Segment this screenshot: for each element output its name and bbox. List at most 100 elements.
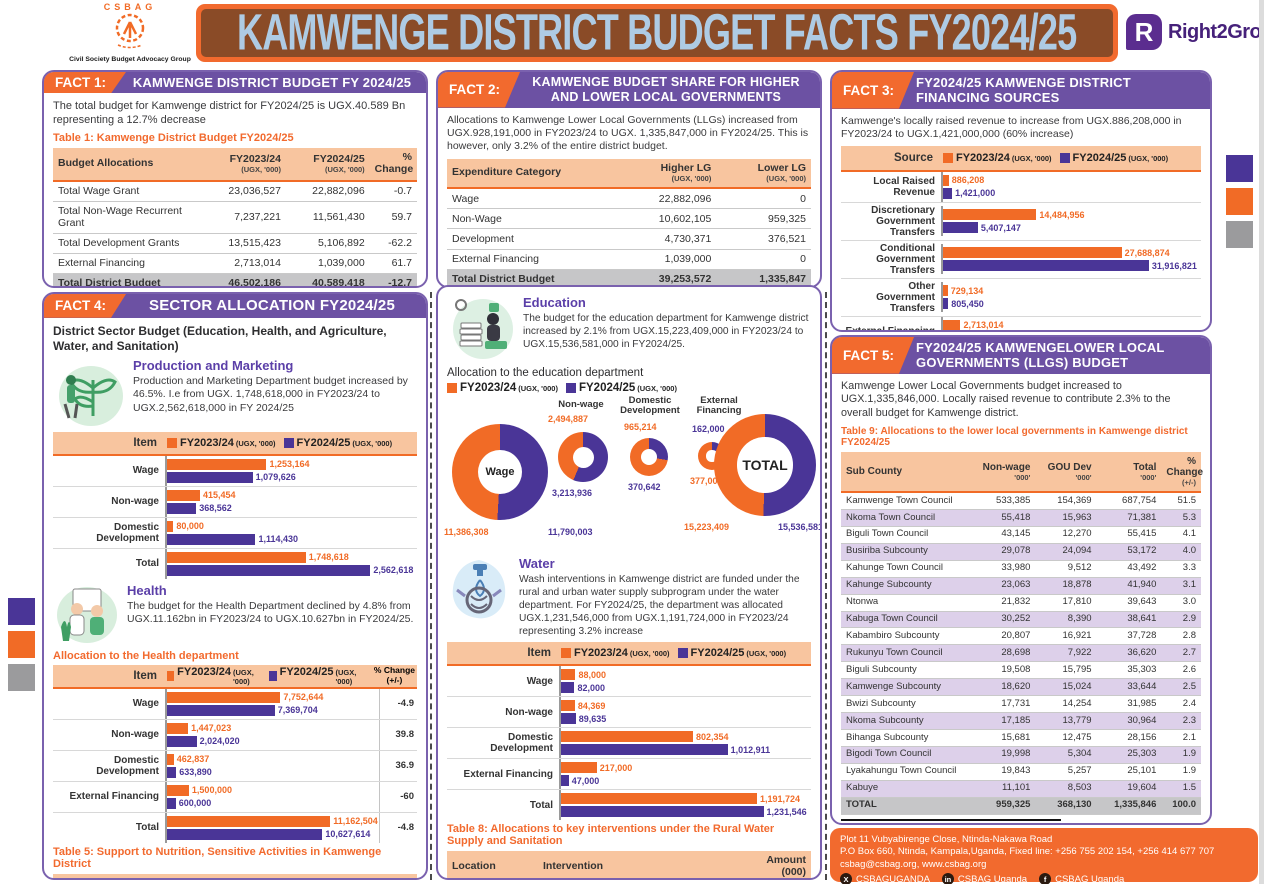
- fact1-label: FACT 1:: [44, 72, 126, 93]
- table-header-row: Location Intervention Amount (000): [447, 851, 811, 878]
- bar-value-label: 217,000: [599, 762, 633, 773]
- table-cell: Kahunge Town Council: [841, 560, 971, 578]
- bar-group: Total 1,191,724 1,231,546: [447, 790, 811, 821]
- bar-fy2024-25: [167, 704, 275, 716]
- column-header: Amount (000): [344, 873, 417, 878]
- donut-center-label: TOTAL: [737, 437, 793, 493]
- bar-group: Discretionary Government Transfers 14,484,…: [841, 203, 1201, 241]
- column-header: Service Area: [53, 873, 155, 878]
- table-cell: 28,698: [970, 644, 1036, 663]
- health-illustration: [57, 586, 117, 643]
- address-line2: P.O Box 660, Ntinda, Kampala,Uganda, Fix…: [840, 846, 1215, 858]
- table-cell: 25,303: [1096, 746, 1162, 764]
- legend-fy2024-label: FY2024/25: [690, 647, 745, 660]
- fact2-banner: FACT 2: KAMWENGE BUDGET SHARE FOR HIGHER…: [438, 72, 820, 108]
- table-cell: Total Development Grants: [53, 233, 203, 254]
- table-row: Total Non-Wage Recurrent Grant 7,237,221 1…: [53, 201, 417, 234]
- donut-title: External Financing: [696, 395, 742, 417]
- bar-fy2023-24: [167, 489, 200, 501]
- bar-value-label: 7,369,704: [277, 705, 318, 716]
- legend-swatch-fy2024: [1059, 152, 1070, 163]
- table-cell: 38,641: [1096, 611, 1162, 629]
- table-cell: 8,390: [1035, 611, 1097, 629]
- chart-category-label: Domestic Development: [490, 732, 553, 755]
- chart-category-label: Local Raised Revenue: [873, 175, 935, 198]
- table-total-cell: -12.7: [369, 273, 417, 286]
- bar-value-label: 1,421,000: [955, 188, 996, 199]
- donut-total: TOTAL: [714, 414, 816, 516]
- item-column-label: Item: [527, 647, 551, 660]
- bar-fy2023-24: [561, 762, 597, 774]
- social-link[interactable]: in CSBAG Uganda: [941, 873, 1027, 884]
- bar-value-label: 633,890: [179, 767, 212, 778]
- table-cell: 37,728: [1096, 627, 1162, 646]
- bar-group: Conditional Government Transfers 27,688,87…: [841, 241, 1201, 279]
- legend-fy2024-label: FY2024/25: [578, 382, 636, 394]
- bar-fy2023-24: [167, 551, 306, 563]
- fact1-banner: FACT 1: KAMWENGE DISTRICT BUDGET FY 2024…: [44, 72, 426, 94]
- bar-fy2023-24: [167, 722, 189, 734]
- decor-square-purple-left: [8, 598, 35, 625]
- donut-value-label: 162,000: [692, 424, 725, 434]
- bar-group: External Financing 217,000 47,000: [447, 759, 811, 791]
- fact5-box: FACT 5: FY2024/25 KAMWENGELOWER LOCAL GO…: [830, 335, 1212, 825]
- donut-value-label: 15,223,409: [684, 522, 730, 532]
- table-cell: 61.7: [369, 253, 417, 274]
- contact-links: csbag@csbag.org, www.csbag.org: [840, 859, 1248, 871]
- bar-fy2023-24: [167, 815, 331, 827]
- table-cell: 3.1: [1161, 577, 1201, 595]
- pct-change-value: -60: [379, 781, 417, 812]
- bar-value-label: 1,447,023: [191, 723, 232, 734]
- chart-category-label: Wage: [526, 675, 553, 687]
- table-cell: Kahunge Subcounty: [841, 577, 971, 595]
- donut-value-label: 11,386,308: [444, 527, 489, 537]
- fact2-label: FACT 2:: [438, 72, 520, 108]
- table-row: Kamwenge Subcounty 18,620 15,024 33,644 2.5: [841, 678, 1201, 697]
- chart-legend: FY2023/24 (UGX, '000) FY2024/25 (UGX, '000…: [561, 647, 811, 659]
- table-total-cell: 959,325: [970, 797, 1036, 815]
- table-cell: 2.7: [1161, 644, 1201, 663]
- table-cell: 1.9: [1161, 746, 1201, 764]
- table-row: Kamwenge Town Council 533,385 154,369 687,7…: [841, 492, 1201, 511]
- legend-swatch-fy2023: [447, 383, 457, 393]
- legend-swatch-fy2024: [269, 670, 277, 681]
- source-note: Source: LG Approved Budgets FY2024/25: [841, 818, 1061, 823]
- donut-value-label: 965,214: [624, 422, 657, 432]
- chart-category-label: Domestic Development: [96, 521, 159, 544]
- donut-title: Non-wage: [558, 399, 604, 410]
- table-cell: 23,036,527: [202, 180, 286, 202]
- table-row: Rukunyu Town Council 28,698 7,922 36,620 2.7: [841, 644, 1201, 663]
- table-cell: 19,998: [970, 746, 1036, 764]
- linkedin-icon: in: [941, 873, 954, 884]
- table-cell: 2.9: [1161, 611, 1201, 629]
- donut-value-label: 3,213,936: [552, 488, 593, 498]
- column-header: Non-wage '000': [970, 452, 1036, 494]
- legend-fy2023-unit: (UGX, '000): [629, 649, 670, 659]
- fact2-title: KAMWENGE BUDGET SHARE FOR HIGHER AND LOW…: [532, 75, 800, 104]
- email-website[interactable]: csbag@csbag.org, www.csbag.org: [840, 858, 987, 870]
- legend-swatch-fy2024: [283, 437, 294, 448]
- bar-value-label: 31,916,821: [1151, 260, 1197, 271]
- table-total-row: Total District Budget 39,253,572 1,335,847: [447, 269, 811, 286]
- education-alloc-title: Allocation to the education department: [447, 367, 644, 379]
- chart-category-label: Discretionary Government Transfers: [871, 204, 935, 238]
- csbag-tree-icon: [115, 13, 145, 49]
- bar-value-label: 47,000: [571, 775, 600, 786]
- table-cell: 154,369: [1035, 492, 1097, 511]
- donut-center-label: Wage: [477, 449, 523, 495]
- table-cell: Nkoma Town Council: [841, 509, 971, 527]
- table-cell: 51.5: [1161, 492, 1201, 511]
- chart-category-label: External Financing: [463, 768, 553, 780]
- social-link[interactable]: X CSBAGUGANDA: [840, 873, 930, 884]
- donut-domestic-development: [630, 438, 668, 476]
- table-total-row: Total District Budget 46,502,186 40,589,41…: [53, 273, 417, 286]
- production-title: Production and Marketing: [133, 357, 294, 373]
- education-text: The budget for the education department …: [523, 313, 809, 351]
- table-cell: 19,604: [1096, 780, 1162, 798]
- column-header: Lower LG (UGX, '000): [716, 158, 811, 190]
- table-header-row: Sub County Non-wage '000' GOU Dev '000' Total…: [841, 452, 1203, 494]
- bar-fy2024-25: [167, 564, 371, 576]
- bar-fy2024-25: [167, 766, 177, 778]
- fact1-intro: The total budget for Kamwenge district f…: [53, 100, 406, 127]
- social-link[interactable]: f CSBAG Uganda: [1039, 873, 1124, 884]
